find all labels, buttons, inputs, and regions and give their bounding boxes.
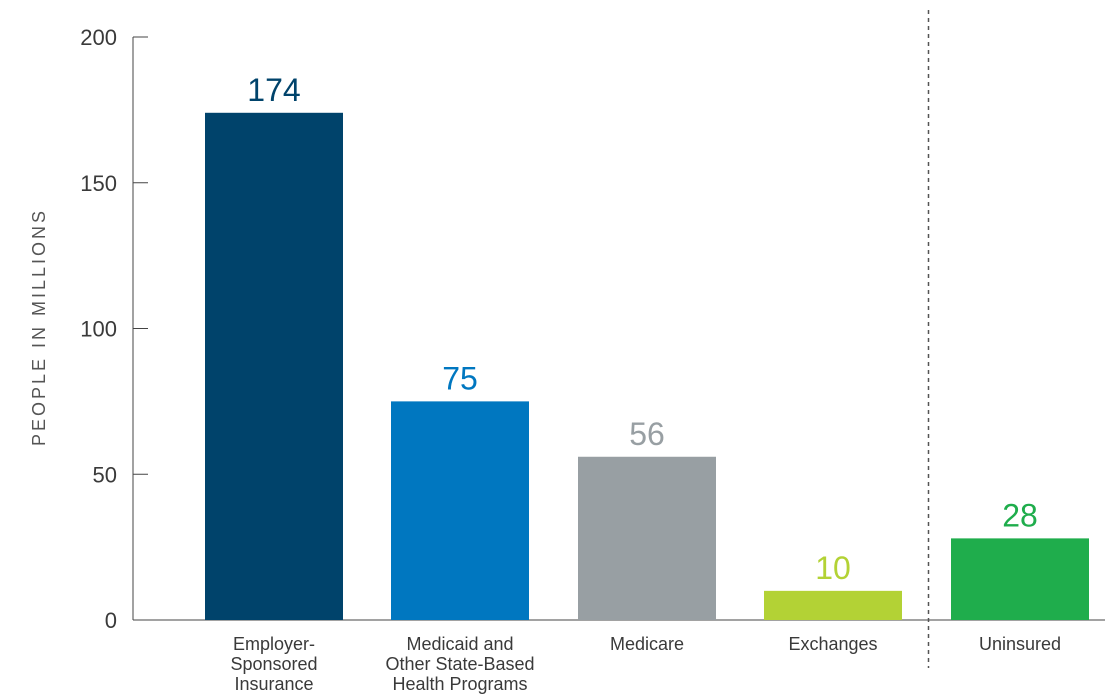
y-tick-label: 150 xyxy=(80,171,117,196)
value-label: 75 xyxy=(442,360,478,396)
value-label: 174 xyxy=(247,72,300,108)
category-label: Medicare xyxy=(610,634,684,654)
category-label: Medicaid and Other State-Based Health Prog… xyxy=(385,634,534,694)
y-tick-label: 200 xyxy=(80,25,117,50)
category-label: Uninsured xyxy=(979,634,1061,654)
y-tick-label: 0 xyxy=(105,608,117,633)
y-axis-title: PEOPLE IN MILLIONS xyxy=(29,208,49,446)
category-label: Exchanges xyxy=(788,634,877,654)
y-tick-label: 50 xyxy=(93,462,117,487)
bar xyxy=(391,401,529,620)
bar xyxy=(578,456,716,620)
value-label: 10 xyxy=(815,550,851,586)
category-label: Employer-Sponsored Insurance xyxy=(230,634,317,694)
bar xyxy=(205,112,343,620)
labels: 174 Employer-Sponsored Insurance 75 Medicaid… xyxy=(230,72,1061,694)
value-label: 56 xyxy=(629,416,665,452)
bar xyxy=(951,538,1089,620)
bars xyxy=(205,112,1089,620)
value-label: 28 xyxy=(1002,497,1038,533)
bar xyxy=(764,590,902,620)
y-tick-label: 100 xyxy=(80,317,117,342)
